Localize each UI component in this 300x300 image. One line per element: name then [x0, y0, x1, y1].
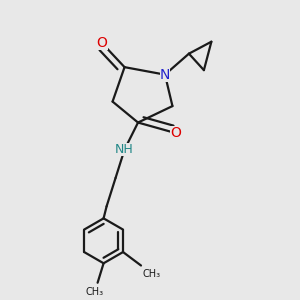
- Text: NH: NH: [115, 143, 134, 156]
- Text: CH₃: CH₃: [85, 287, 104, 297]
- Text: N: N: [160, 68, 170, 82]
- Text: O: O: [170, 126, 181, 140]
- Text: O: O: [97, 36, 107, 50]
- Text: CH₃: CH₃: [142, 268, 160, 278]
